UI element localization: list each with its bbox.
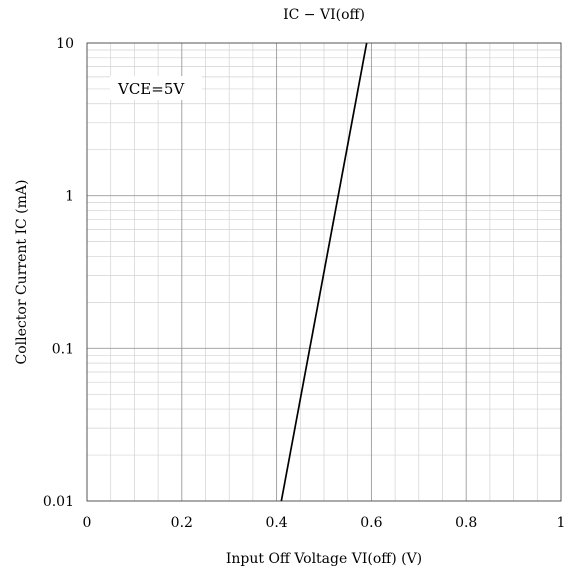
x-tick-label: 0.4 <box>265 515 287 531</box>
x-tick-label: 0.2 <box>171 515 193 531</box>
annotation-text: VCE=5V <box>117 80 185 98</box>
x-tick-labels: 0 0.2 0.4 0.6 0.8 1 <box>83 515 566 531</box>
y-axis-label: Collector Current IC (mA) <box>14 180 30 365</box>
y-tick-label: 0.01 <box>43 494 74 510</box>
x-tick-label: 1 <box>557 515 566 531</box>
y-tick-label: 0.1 <box>52 341 74 357</box>
chart-title: IC − VI(off) <box>283 7 365 23</box>
annotation-background <box>110 76 202 100</box>
minor-grid <box>87 43 561 501</box>
plot-frame <box>86 42 562 502</box>
y-tick-label: 1 <box>65 189 74 205</box>
series-line <box>280 42 368 502</box>
series-layer <box>280 42 368 502</box>
x-tick-label: 0.8 <box>455 515 477 531</box>
x-axis-label: Input Off Voltage VI(off) (V) <box>226 551 422 567</box>
annotation: VCE=5V <box>110 76 202 100</box>
y-tick-label: 10 <box>56 36 74 52</box>
x-tick-label: 0 <box>83 515 92 531</box>
x-tick-label: 0.6 <box>360 515 382 531</box>
y-tick-labels: 10 1 0.1 0.01 <box>43 36 74 510</box>
